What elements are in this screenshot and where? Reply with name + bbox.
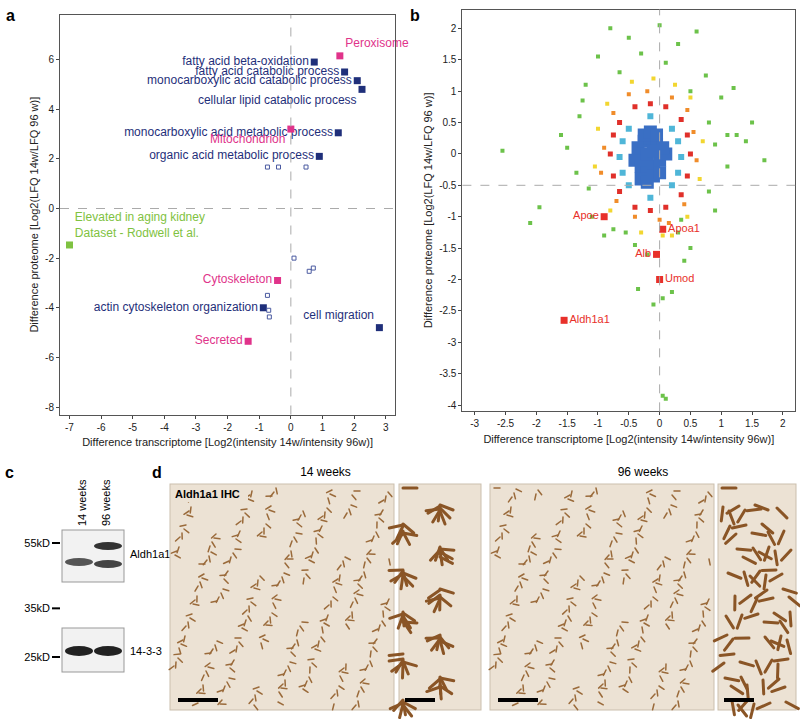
svg-text:-4: -4 — [160, 422, 169, 433]
svg-text:Apoe: Apoe — [573, 209, 599, 221]
svg-text:96 weeks: 96 weeks — [100, 479, 112, 526]
svg-text:Apoa1: Apoa1 — [668, 222, 700, 234]
svg-text:Elevated in aging kidneyDatase: Elevated in aging kidneyDataset - Rodwel… — [75, 210, 205, 240]
svg-text:-2.5: -2.5 — [497, 418, 515, 429]
svg-text:-2: -2 — [45, 253, 54, 264]
svg-text:a: a — [6, 7, 15, 24]
svg-text:-8: -8 — [45, 402, 54, 413]
svg-text:-5: -5 — [128, 422, 137, 433]
svg-text:1: 1 — [451, 86, 457, 97]
svg-text:35kD: 35kD — [24, 602, 50, 614]
svg-text:2: 2 — [48, 153, 54, 164]
svg-text:0.5: 0.5 — [442, 117, 456, 128]
svg-text:1.5: 1.5 — [442, 54, 456, 65]
svg-text:-2: -2 — [532, 418, 541, 429]
svg-text:Mitochondrion: Mitochondrion — [210, 132, 285, 146]
svg-text:14 weeks: 14 weeks — [300, 465, 351, 479]
svg-text:-1: -1 — [255, 422, 264, 433]
svg-text:55kD: 55kD — [24, 537, 50, 549]
svg-text:-7: -7 — [65, 422, 74, 433]
svg-text:-1.5: -1.5 — [439, 243, 457, 254]
svg-text:0: 0 — [48, 203, 54, 214]
svg-text:-3: -3 — [192, 422, 201, 433]
svg-text:3: 3 — [383, 422, 389, 433]
svg-text:-3.5: -3.5 — [439, 368, 457, 379]
svg-text:monocarboxylic acid metabolic: monocarboxylic acid metabolic process — [124, 125, 333, 139]
svg-text:-1: -1 — [447, 211, 456, 222]
svg-text:96 weeks: 96 weeks — [618, 465, 669, 479]
svg-text:Difference transcriptome [Log2: Difference transcriptome [Log2(intensity… — [82, 436, 373, 448]
svg-text:-2: -2 — [447, 274, 456, 285]
svg-text:-6: -6 — [45, 352, 54, 363]
svg-text:-3: -3 — [447, 337, 456, 348]
svg-text:-2.5: -2.5 — [439, 305, 457, 316]
svg-text:0: 0 — [451, 148, 457, 159]
svg-text:d: d — [152, 464, 162, 481]
svg-text:-4: -4 — [45, 302, 54, 313]
svg-text:14 weeks: 14 weeks — [76, 479, 88, 526]
svg-text:b: b — [410, 7, 420, 24]
svg-text:Alb: Alb — [635, 247, 651, 259]
svg-text:actin cytoskeleton organizatio: actin cytoskeleton organization — [94, 300, 258, 314]
svg-text:6: 6 — [48, 54, 54, 65]
svg-text:-1: -1 — [594, 418, 603, 429]
svg-text:c: c — [5, 464, 14, 481]
svg-text:Difference proteome [Log2(LFQ: Difference proteome [Log2(LFQ 14w/LFQ 96… — [422, 93, 434, 329]
svg-text:1: 1 — [718, 418, 724, 429]
svg-text:Secreted: Secreted — [195, 333, 243, 347]
svg-text:1: 1 — [320, 422, 326, 433]
svg-text:2: 2 — [451, 23, 457, 34]
svg-text:monocarboxylic acid catabolic: monocarboxylic acid catabolic process — [147, 73, 352, 87]
svg-text:Peroxisome: Peroxisome — [345, 36, 409, 50]
svg-text:0.5: 0.5 — [683, 418, 697, 429]
svg-text:Aldh1a1 IHC: Aldh1a1 IHC — [175, 488, 240, 500]
svg-text:Difference proteome [Log2(LFQ: Difference proteome [Log2(LFQ 14w/LFQ 96… — [28, 97, 40, 333]
svg-text:2: 2 — [351, 422, 357, 433]
svg-text:-3: -3 — [470, 418, 479, 429]
svg-text:cellular lipid catabolic proce: cellular lipid catabolic process — [198, 93, 357, 107]
svg-text:cell migration: cell migration — [303, 308, 374, 322]
svg-text:14-3-3: 14-3-3 — [130, 645, 162, 657]
svg-text:Aldh1a1: Aldh1a1 — [130, 548, 170, 560]
svg-text:25kD: 25kD — [24, 651, 50, 663]
svg-text:-0.5: -0.5 — [620, 418, 638, 429]
svg-text:organic acid metabolic process: organic acid metabolic process — [149, 148, 314, 162]
svg-text:0: 0 — [288, 422, 294, 433]
svg-text:-0.5: -0.5 — [439, 180, 457, 191]
svg-text:2: 2 — [780, 418, 786, 429]
svg-text:Aldh1a1: Aldh1a1 — [569, 313, 609, 325]
svg-text:Difference transcriptome [Log2: Difference transcriptome [Log2(intensity… — [483, 433, 774, 445]
svg-text:fatty acid beta-oxidation: fatty acid beta-oxidation — [182, 54, 309, 68]
svg-text:Cytoskeleton: Cytoskeleton — [203, 272, 272, 286]
svg-text:-4: -4 — [447, 400, 456, 411]
svg-text:Umod: Umod — [665, 272, 694, 284]
svg-text:-2: -2 — [223, 422, 232, 433]
svg-text:-6: -6 — [97, 422, 106, 433]
svg-text:0: 0 — [657, 418, 663, 429]
svg-text:-1.5: -1.5 — [559, 418, 577, 429]
svg-text:4: 4 — [48, 104, 54, 115]
svg-text:fatty acid catabolic process: fatty acid catabolic process — [195, 64, 339, 78]
svg-text:1.5: 1.5 — [745, 418, 759, 429]
